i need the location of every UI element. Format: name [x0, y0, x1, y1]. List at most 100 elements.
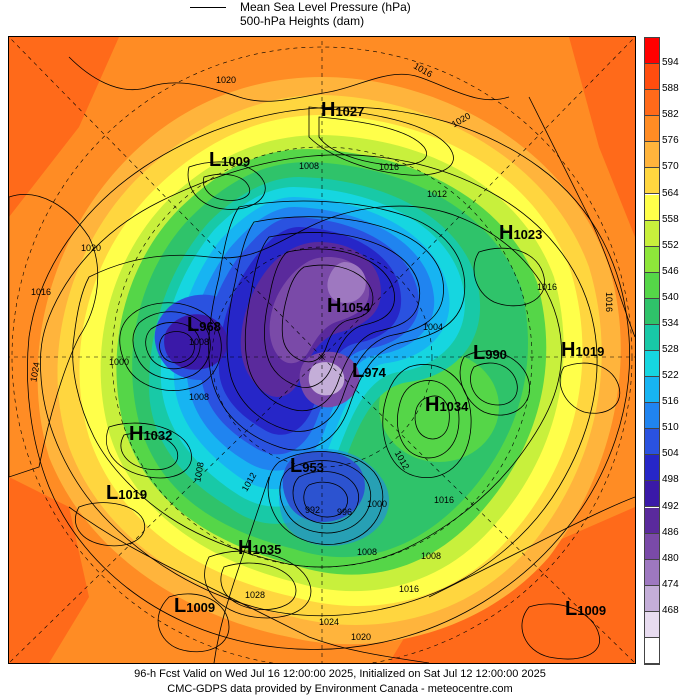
data-credit-line: CMC-GDPS data provided by Environment Ca… — [167, 683, 513, 695]
colorbar-swatch — [645, 194, 659, 221]
coastline-southeast — [428, 496, 635, 598]
graticule — [9, 37, 635, 663]
pressure-center-low-1009-nw: L1009 — [209, 149, 251, 171]
pressure-center-low-968: L968 — [187, 314, 221, 336]
pressure-center-high-1023: H1023 — [499, 222, 543, 244]
colorbar-swatch — [645, 324, 659, 351]
colorbar-tick-label: 576 — [662, 135, 679, 147]
contour-label: 1020 — [81, 243, 102, 253]
contour-label: 996 — [337, 507, 353, 517]
colorbar-tick-label: 486 — [662, 526, 679, 538]
contour-label: 1016 — [537, 282, 558, 292]
colorbar-tick-label: 474 — [662, 578, 679, 590]
colorbar-swatch — [645, 246, 659, 273]
pressure-center-low-1009-se: L1009 — [565, 598, 607, 620]
map-legend: Mean Sea Level Pressure (hPa) 500-hPa He… — [190, 0, 490, 30]
pressure-center-high-1027: H1027 — [321, 99, 365, 121]
colorbar-tick-label: 516 — [662, 396, 679, 408]
colorbar-tick-label: 546 — [662, 265, 679, 277]
coastline-south — [213, 476, 270, 663]
colorbar-tick-label: 534 — [662, 317, 679, 329]
colorbar-swatch — [645, 611, 659, 638]
colorbar-tick-label: 492 — [662, 500, 679, 512]
colorbar-tick-label: 552 — [662, 239, 679, 251]
pressure-center-low-1019: L1019 — [106, 482, 148, 504]
contour-label: 1004 — [423, 322, 444, 332]
contour-label: 1016 — [604, 291, 615, 313]
colorbar-swatch — [645, 38, 659, 65]
colorbar-tick-label: 582 — [662, 109, 679, 121]
contour-label: 1020 — [351, 632, 372, 642]
colorbar-swatch — [645, 377, 659, 404]
colorbar-swatch — [645, 272, 659, 299]
pressure-center-high-1035: H1035 — [238, 537, 282, 559]
coastline-east — [528, 96, 635, 338]
colorbar-swatch — [645, 90, 659, 117]
colorbar-swatch — [645, 64, 659, 91]
colorbar-tick-label: 480 — [662, 552, 679, 564]
height-colorbar — [644, 37, 660, 665]
contour-label: 1000 — [367, 499, 388, 509]
colorbar-swatch — [645, 116, 659, 143]
contour-label: 1024 — [319, 617, 340, 627]
pressure-center-low-990: L990 — [473, 342, 507, 364]
colorbar-tick-label: 588 — [662, 83, 679, 95]
height-band-588-sw — [9, 477, 89, 663]
colorbar-swatch — [645, 351, 659, 378]
height-band-474 — [327, 262, 366, 303]
pressure-center-high-1032: H1032 — [129, 423, 173, 445]
colorbar-tick-label: 468 — [662, 604, 679, 616]
colorbar-swatch — [645, 429, 659, 456]
coastline-west — [9, 194, 99, 478]
colorbar-tick-label: 498 — [662, 474, 679, 486]
contour-label: 1016 — [434, 495, 455, 505]
colorbar-tick-label: 570 — [662, 161, 679, 173]
legend-mslp: Mean Sea Level Pressure (hPa) — [190, 0, 411, 14]
pressure-center-low-1009-sw: L1009 — [174, 595, 216, 617]
colorbar-swatch — [645, 142, 659, 169]
isobars — [27, 106, 631, 660]
colorbar-swatch — [645, 585, 659, 612]
contour-label: 1028 — [245, 590, 266, 600]
colorbar-swatch — [645, 168, 659, 195]
colorbar-swatch — [645, 559, 659, 586]
colorbar-tick-label: 522 — [662, 370, 679, 382]
contour-label: 1020 — [216, 75, 237, 85]
colorbar-swatch — [645, 533, 659, 560]
colorbar-tick-label: 504 — [662, 448, 679, 460]
colorbar-tick-label: 564 — [662, 187, 679, 199]
colorbar-swatch — [645, 220, 659, 247]
contour-label: 1016 — [379, 162, 400, 172]
forecast-valid-line: 96-h Fcst Valid on Wed Jul 16 12:00:00 2… — [134, 668, 546, 680]
height-band-588-nw — [9, 37, 119, 217]
colorbar-swatch — [645, 637, 659, 664]
coastline-southwest — [68, 506, 430, 663]
colorbar-swatch — [645, 298, 659, 325]
pressure-center-high-1034: H1034 — [425, 394, 469, 416]
pressure-center-low-974: L974 — [352, 360, 386, 382]
colorbar-tick-label: 510 — [662, 422, 679, 434]
colorbar-tick-label: 528 — [662, 344, 679, 355]
height-band-588-ne — [569, 37, 635, 237]
pressure-center-low-953: L953 — [290, 455, 324, 477]
contour-label: 1016 — [31, 287, 52, 297]
colorbar-tick-label: 540 — [662, 291, 679, 303]
contour-line-swatch — [190, 6, 226, 8]
pressure-center-high-1054: H1054 — [327, 295, 371, 317]
polar-map: H1027 L1009 H1023 H1019 L990 H1034 L974 … — [8, 36, 636, 664]
contour-label: 1008 — [189, 392, 210, 402]
contour-label: 992 — [305, 505, 321, 515]
colorbar-tick-label: 594 — [662, 57, 679, 69]
contour-label: 1008 — [357, 547, 378, 557]
colorbar-swatch — [645, 507, 659, 534]
colorbar-swatch — [645, 481, 659, 508]
contour-label: 1000 — [109, 357, 130, 367]
contour-label: 1008 — [299, 161, 320, 171]
legend-mslp-label: Mean Sea Level Pressure (hPa) — [240, 0, 411, 14]
colorbar-swatch — [645, 455, 659, 482]
contour-label: 1012 — [427, 189, 448, 199]
legend-heights: 500-hPa Heights (dam) — [190, 14, 364, 28]
coastline-north — [68, 56, 510, 102]
legend-heights-label: 500-hPa Heights (dam) — [240, 14, 365, 28]
contour-label: 1008 — [189, 337, 210, 347]
